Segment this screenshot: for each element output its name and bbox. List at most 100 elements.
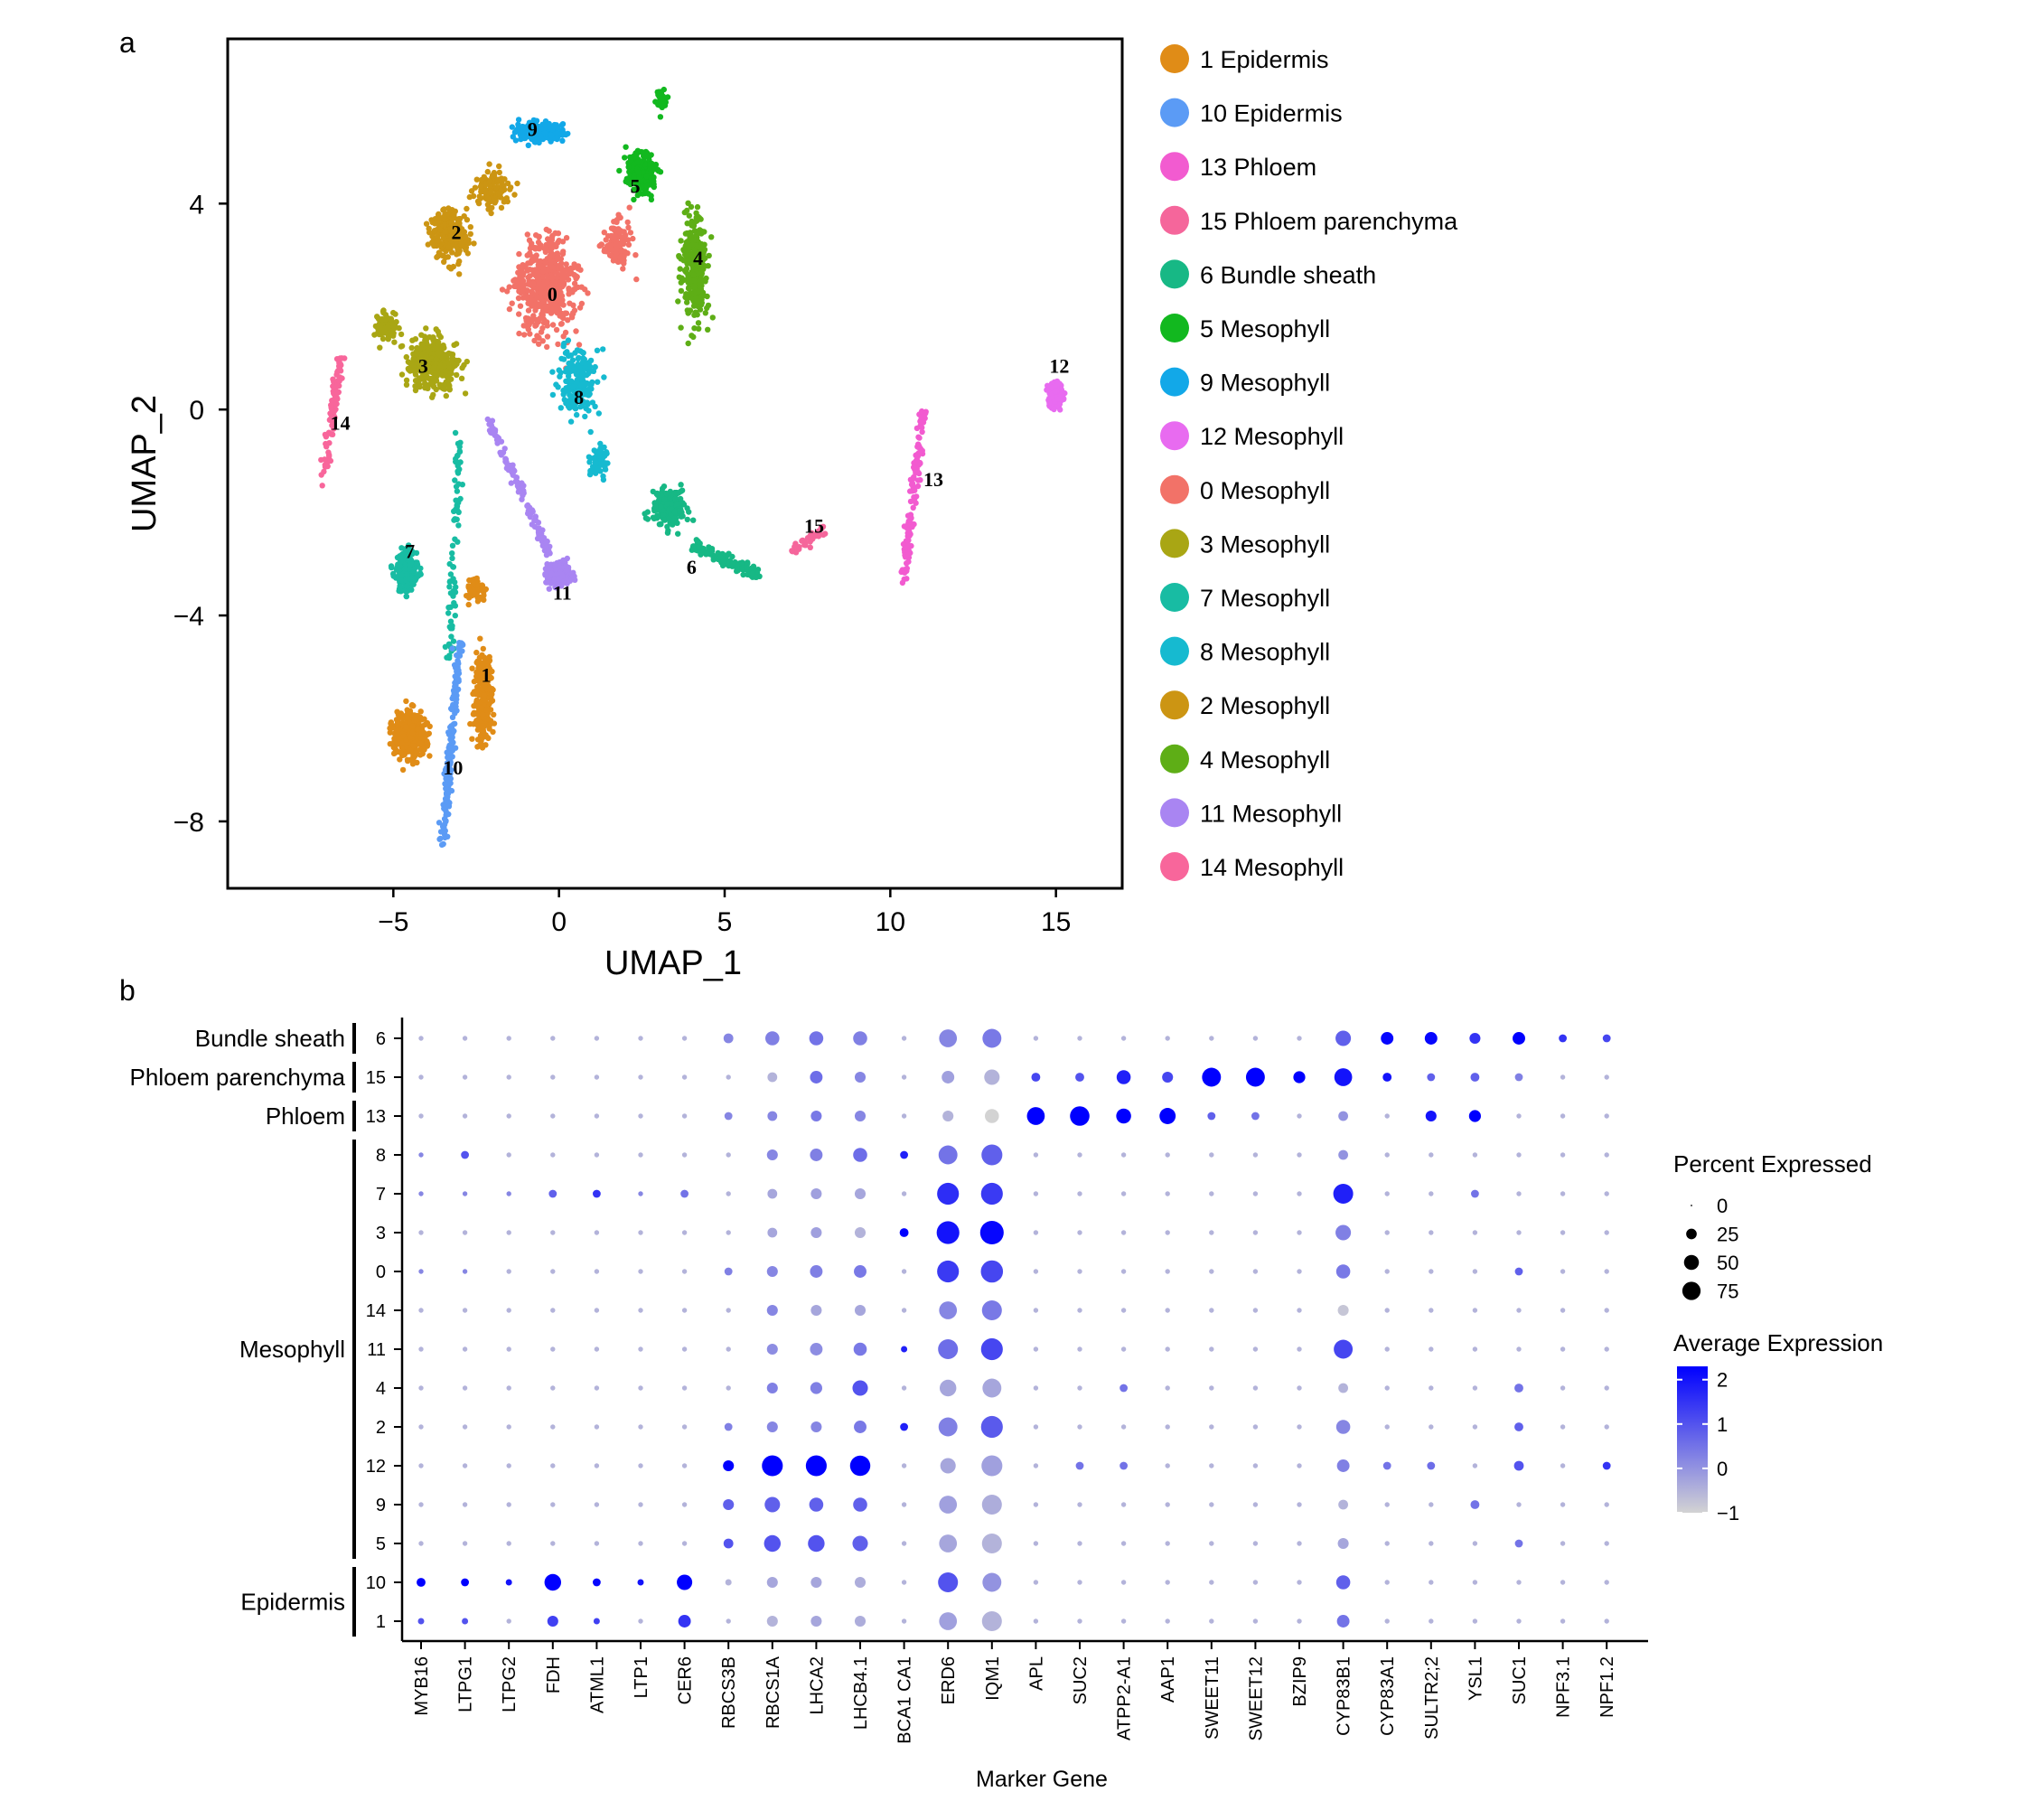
cell-point bbox=[567, 418, 575, 425]
cell-point bbox=[499, 286, 506, 293]
cell-point bbox=[507, 462, 513, 469]
dot bbox=[1165, 1036, 1170, 1041]
cell-point bbox=[601, 230, 607, 236]
dot bbox=[1334, 1339, 1354, 1359]
cell-point bbox=[661, 496, 668, 502]
cell-point bbox=[474, 721, 481, 728]
dot bbox=[1209, 1036, 1214, 1041]
dot bbox=[1470, 1073, 1480, 1082]
cell-point bbox=[426, 753, 433, 759]
cell-point bbox=[377, 344, 383, 351]
cell-point bbox=[411, 576, 418, 583]
cell-point bbox=[447, 237, 454, 244]
cell-point bbox=[388, 720, 394, 727]
cell-point bbox=[334, 369, 341, 375]
cell-point bbox=[446, 382, 453, 389]
cell-point bbox=[560, 333, 567, 340]
cell-point bbox=[433, 356, 440, 362]
y-tick-label: −4 bbox=[173, 602, 204, 632]
cell-point bbox=[556, 294, 562, 300]
cell-point bbox=[397, 756, 403, 763]
cell-point bbox=[435, 350, 442, 356]
dot bbox=[1604, 1269, 1609, 1274]
dot bbox=[1120, 1191, 1127, 1196]
cell-point bbox=[458, 229, 464, 235]
dot bbox=[1165, 1346, 1170, 1352]
cell-point bbox=[445, 811, 452, 818]
cell-point bbox=[486, 161, 492, 167]
cell-point bbox=[474, 684, 481, 690]
dot bbox=[1516, 1230, 1522, 1235]
cell-point bbox=[532, 307, 539, 314]
legend-swatch bbox=[1160, 205, 1189, 235]
cell-point bbox=[606, 252, 614, 258]
cell-point bbox=[614, 246, 620, 252]
cell-point bbox=[452, 477, 458, 483]
dot bbox=[1033, 1152, 1039, 1158]
cell-point bbox=[447, 571, 454, 577]
cell-point bbox=[546, 586, 552, 592]
cell-point bbox=[319, 483, 325, 489]
dot bbox=[1252, 1036, 1259, 1041]
cell-point bbox=[680, 277, 688, 284]
cell-point bbox=[337, 355, 343, 361]
dot bbox=[1335, 1030, 1352, 1046]
dot bbox=[550, 1074, 556, 1080]
legend-swatch bbox=[1160, 44, 1189, 73]
dot bbox=[979, 1220, 1004, 1245]
cell-point bbox=[691, 325, 698, 332]
cell-point bbox=[464, 205, 470, 212]
cell-point bbox=[904, 576, 910, 582]
cell-point bbox=[445, 211, 451, 217]
cell-point bbox=[563, 563, 569, 569]
cell-point bbox=[517, 303, 524, 309]
cell-point bbox=[538, 133, 544, 139]
dot bbox=[1384, 1346, 1390, 1352]
cell-point bbox=[693, 289, 699, 296]
cell-point bbox=[1051, 406, 1057, 413]
cell-point bbox=[633, 276, 640, 283]
cell-point bbox=[560, 391, 567, 398]
cell-point bbox=[469, 665, 475, 671]
dot bbox=[1252, 1308, 1259, 1313]
cell-point bbox=[403, 377, 410, 383]
dot bbox=[1338, 1111, 1348, 1121]
cell-point bbox=[452, 613, 458, 619]
cell-point bbox=[691, 312, 698, 318]
dot bbox=[1470, 1189, 1479, 1198]
dot bbox=[1209, 1269, 1214, 1274]
cell-point bbox=[463, 247, 469, 253]
cell-point bbox=[502, 458, 509, 464]
cell-point bbox=[410, 356, 417, 362]
dot bbox=[854, 1265, 867, 1278]
cell-point bbox=[481, 596, 487, 604]
legend-label: 12 Mesophyll bbox=[1200, 423, 1344, 450]
cell-point bbox=[586, 454, 593, 460]
cell-point bbox=[647, 170, 654, 176]
cell-point bbox=[691, 283, 698, 290]
cell-point bbox=[913, 425, 921, 432]
dot bbox=[1472, 1424, 1478, 1430]
cell-point bbox=[453, 483, 460, 490]
cell-point bbox=[678, 482, 684, 488]
cell-point bbox=[497, 191, 503, 198]
cell-point bbox=[623, 144, 629, 150]
cell-point bbox=[409, 723, 416, 729]
cell-point bbox=[527, 331, 533, 337]
cell-point bbox=[524, 287, 530, 294]
dot bbox=[1384, 1113, 1390, 1119]
cell-point bbox=[510, 472, 516, 478]
dot bbox=[1429, 1152, 1434, 1158]
dot bbox=[418, 1036, 424, 1041]
cell-point bbox=[536, 246, 542, 252]
dot bbox=[594, 1385, 600, 1391]
dot bbox=[681, 1269, 688, 1274]
cell-point bbox=[554, 250, 561, 257]
cell-point bbox=[558, 271, 566, 277]
dot bbox=[506, 1385, 511, 1391]
cell-point bbox=[634, 147, 642, 154]
dot bbox=[1334, 1068, 1353, 1086]
cell-point bbox=[910, 504, 916, 511]
cell-point bbox=[545, 236, 551, 242]
cell-point bbox=[396, 324, 402, 332]
